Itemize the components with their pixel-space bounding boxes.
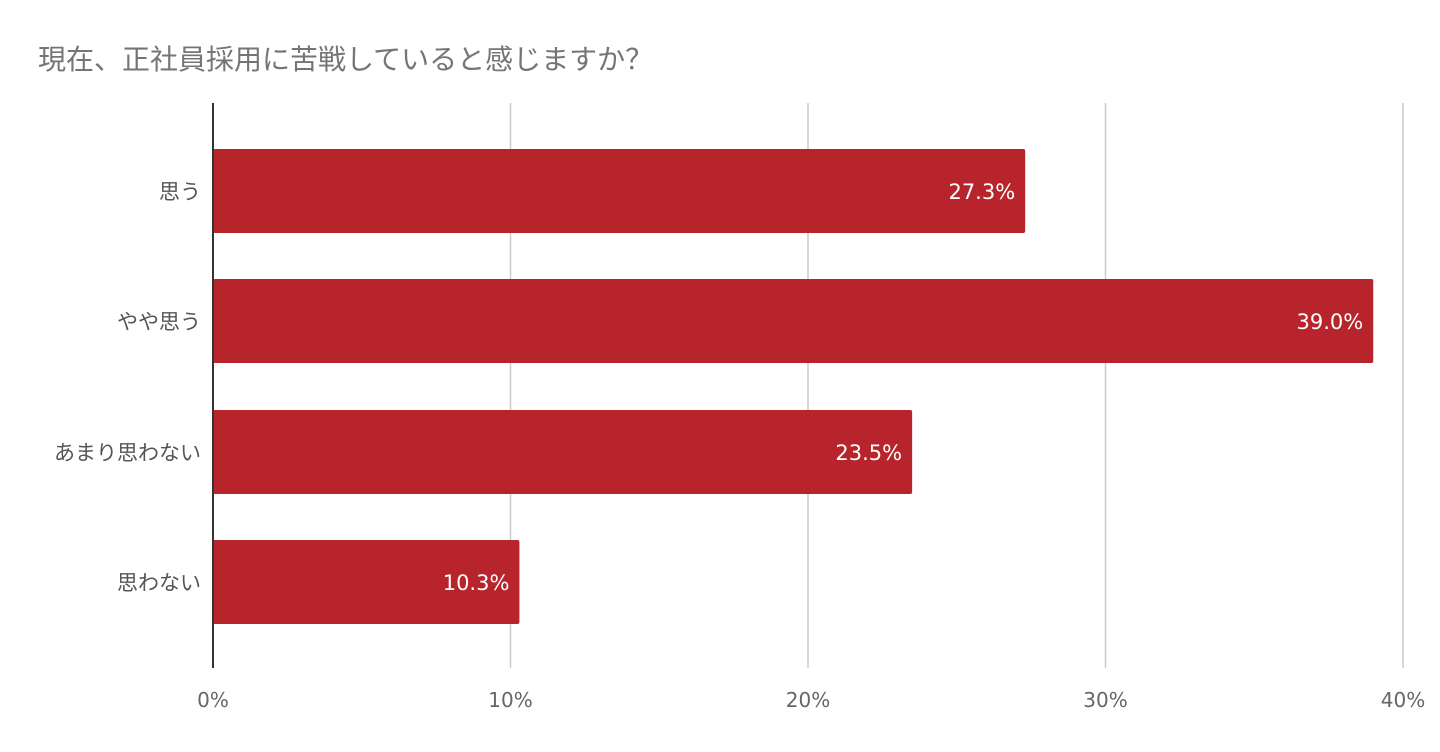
x-tick-label: 0% bbox=[197, 688, 229, 712]
bar-3 bbox=[213, 540, 520, 624]
data-label: 10.3% bbox=[443, 571, 510, 595]
x-tick-label: 10% bbox=[488, 688, 532, 712]
x-tick-label: 30% bbox=[1083, 688, 1127, 712]
data-label: 39.0% bbox=[1297, 310, 1364, 334]
data-label: 23.5% bbox=[835, 441, 902, 465]
category-label: 思う bbox=[159, 180, 201, 204]
bar-1 bbox=[213, 279, 1374, 363]
category-label: 思わない bbox=[117, 571, 201, 595]
bar-0 bbox=[213, 149, 1026, 233]
bar-2 bbox=[213, 410, 913, 494]
category-label: やや思う bbox=[117, 310, 201, 334]
chart-title: 現在、正社員採用に苦戦していると感じますか？ bbox=[38, 43, 654, 76]
x-tick-label: 40% bbox=[1381, 688, 1425, 712]
labels: 0% 10% 20% 30% 40% 27.3% 思う 39.0% やや思う 23.5% あまり思わ… bbox=[54, 180, 1425, 712]
category-label: あまり思わない bbox=[54, 441, 201, 465]
bars bbox=[213, 149, 1374, 624]
data-label: 27.3% bbox=[948, 180, 1015, 204]
x-tick-label: 20% bbox=[786, 688, 830, 712]
